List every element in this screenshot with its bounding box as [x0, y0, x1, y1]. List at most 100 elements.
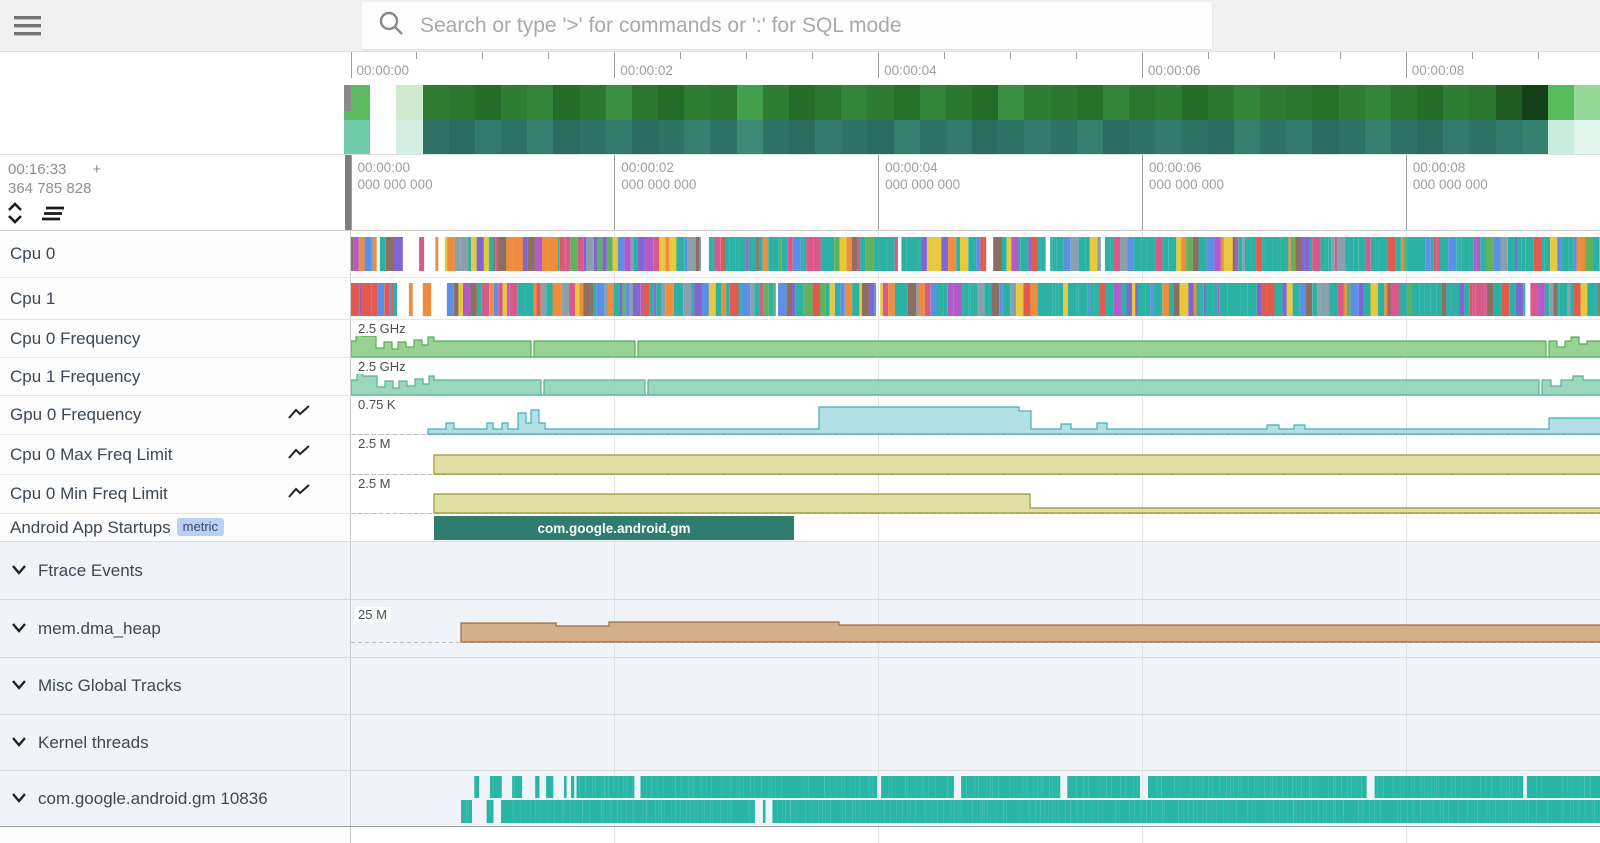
minimap-cell	[1521, 120, 1548, 154]
minimap-cell	[1469, 85, 1496, 120]
offset-nanoseconds: 364 785 828	[8, 180, 92, 197]
minimap-cell	[1260, 120, 1287, 154]
top-bar	[0, 0, 1600, 52]
viewport-drag-handle[interactable]	[344, 85, 351, 111]
chevron-down-icon[interactable]	[11, 562, 27, 580]
track-filter-icon[interactable]	[38, 201, 66, 230]
search-box[interactable]	[362, 2, 1212, 49]
minimap-cell	[1312, 85, 1339, 120]
group-row-com-google-android-gm[interactable]: com.google.android.gm 10836	[0, 770, 1600, 826]
hamburger-menu-icon[interactable]	[14, 15, 42, 37]
minimap-cell	[1417, 120, 1444, 154]
line-chart-icon[interactable]	[288, 405, 310, 425]
minimap-cell	[1390, 120, 1418, 154]
axis-tick	[548, 52, 550, 59]
axis-tick	[812, 52, 814, 59]
startup-event-label: com.google.android.gm	[537, 520, 691, 536]
track-row-cpu0-min-freq-limit[interactable]: Cpu 0 Min Freq Limit 2.5 M	[0, 474, 1600, 514]
group-row-mem-dma-heap[interactable]: mem.dma_heap 25 M	[0, 599, 1600, 657]
track-row-cpu1-frequency[interactable]: Cpu 1 Frequency 2.5 GHz	[0, 357, 1600, 396]
axis-time-label: 00:00:08	[1411, 63, 1465, 78]
minimap-cell	[1364, 85, 1391, 120]
minimap-cell	[867, 85, 894, 120]
minimap-load-row[interactable]	[344, 120, 1600, 154]
cpu0-max-freq-chart[interactable]: 2.5 M	[350, 435, 1600, 475]
counter-max-value: 25 M	[355, 607, 390, 622]
cpu1-frequency-chart[interactable]: 2.5 GHz	[350, 358, 1600, 396]
track-row-cpu1[interactable]: Cpu 1	[0, 277, 1600, 319]
minimap-cell	[422, 85, 449, 120]
minimap-cell	[1338, 85, 1365, 120]
minimap-cell	[370, 85, 397, 120]
minimap-cell	[1338, 120, 1365, 154]
minimap-cell	[1286, 120, 1313, 154]
sched-slices-svg	[351, 283, 1600, 316]
counter-chart-svg	[351, 493, 1600, 514]
minimap-cell	[1050, 85, 1077, 120]
cpu1-sched-slices[interactable]	[350, 278, 1600, 319]
track-row-cpu0-frequency[interactable]: Cpu 0 Frequency 2.5 GHz	[0, 319, 1600, 358]
line-chart-icon[interactable]	[288, 484, 310, 504]
app-startups-track[interactable]: com.google.android.gm	[350, 514, 1600, 541]
dma-heap-memory-chart[interactable]: 25 M	[350, 600, 1600, 657]
group-row-misc-global-tracks[interactable]: Misc Global Tracks	[0, 657, 1600, 714]
chevron-down-icon[interactable]	[11, 790, 27, 808]
minimap-cpu-usage-row[interactable]	[344, 85, 1600, 120]
group-row-kernel-threads[interactable]: Kernel threads	[0, 714, 1600, 770]
axis-time-label: 00:00:04	[884, 63, 937, 78]
minimap-cell	[1102, 85, 1130, 120]
minimap-cell	[972, 85, 999, 120]
track-label: Cpu 0	[10, 244, 56, 263]
cpu0-sched-slices[interactable]	[350, 231, 1600, 277]
partial-track[interactable]	[350, 827, 1600, 843]
minimap-cell	[815, 120, 842, 154]
counter-max-value: 2.5 GHz	[355, 359, 409, 374]
gpu0-frequency-chart[interactable]: 0.75 K	[350, 396, 1600, 435]
axis-time-label: 00:00:06	[1147, 63, 1201, 78]
counter-chart-svg	[351, 332, 1600, 358]
minimap-cell	[422, 120, 449, 154]
minimap-cell	[710, 85, 737, 120]
cpu0-frequency-chart[interactable]: 2.5 GHz	[350, 320, 1600, 358]
minimap-cell	[1233, 85, 1261, 120]
ftrace-events-track[interactable]	[350, 542, 1600, 599]
minimap-cell	[945, 120, 973, 154]
selection-start-handle[interactable]	[345, 155, 352, 230]
track-label: Android App Startups	[10, 517, 171, 537]
overview-time-axis: 00:00:00 00:00:02 00:00:04 00:00:06 00:00:08	[350, 52, 1600, 85]
minimap-cell	[553, 120, 580, 154]
counter-chart-svg	[351, 454, 1600, 475]
track-row-cpu0-max-freq-limit[interactable]: Cpu 0 Max Freq Limit 2.5 M	[0, 434, 1600, 475]
search-input[interactable]	[418, 12, 1212, 39]
startup-event-slice[interactable]: com.google.android.gm	[434, 516, 794, 540]
axis-tick	[746, 52, 748, 59]
minimap-cell	[1469, 120, 1496, 154]
unfold-tracks-icon[interactable]	[6, 201, 24, 230]
track-row-cpu0[interactable]: Cpu 0	[0, 231, 1600, 277]
line-chart-icon[interactable]	[288, 444, 310, 465]
wall-time: 00:16:33	[8, 161, 67, 178]
gm-process-summary-track[interactable]	[350, 771, 1600, 826]
minimap-cell	[762, 85, 789, 120]
ruler-left-panel: 00:16:33 + 364 785 828	[0, 155, 350, 230]
track-row-android-app-startups[interactable]: Android App Startups metric com.google.an…	[0, 513, 1600, 541]
minimap-cell	[684, 85, 711, 120]
trace-wall-clock: 00:16:33 + 364 785 828	[8, 160, 101, 198]
minimap-cell	[998, 120, 1025, 154]
track-row-partial[interactable]	[0, 826, 1600, 843]
group-label: Misc Global Tracks	[38, 676, 182, 695]
chevron-down-icon[interactable]	[11, 734, 27, 752]
counter-max-value: 0.75 K	[355, 397, 399, 412]
minimap-cell	[344, 120, 371, 154]
minimap-cell	[1260, 85, 1287, 120]
track-row-gpu0-frequency[interactable]: Gpu 0 Frequency 0.75 K	[0, 395, 1600, 435]
misc-global-tracks-track[interactable]	[350, 658, 1600, 714]
axis-tick	[1405, 52, 1407, 78]
group-row-ftrace-events[interactable]: Ftrace Events	[0, 541, 1600, 599]
cpu0-min-freq-chart[interactable]: 2.5 M	[350, 475, 1600, 514]
kernel-threads-track[interactable]	[350, 715, 1600, 770]
chevron-down-icon[interactable]	[11, 620, 27, 638]
ruler-timescale[interactable]: 00:00:00 000 000 000 00:00:02 000 000 000 00…	[345, 155, 1600, 230]
minimap-cell	[1547, 120, 1575, 154]
chevron-down-icon[interactable]	[11, 677, 27, 695]
